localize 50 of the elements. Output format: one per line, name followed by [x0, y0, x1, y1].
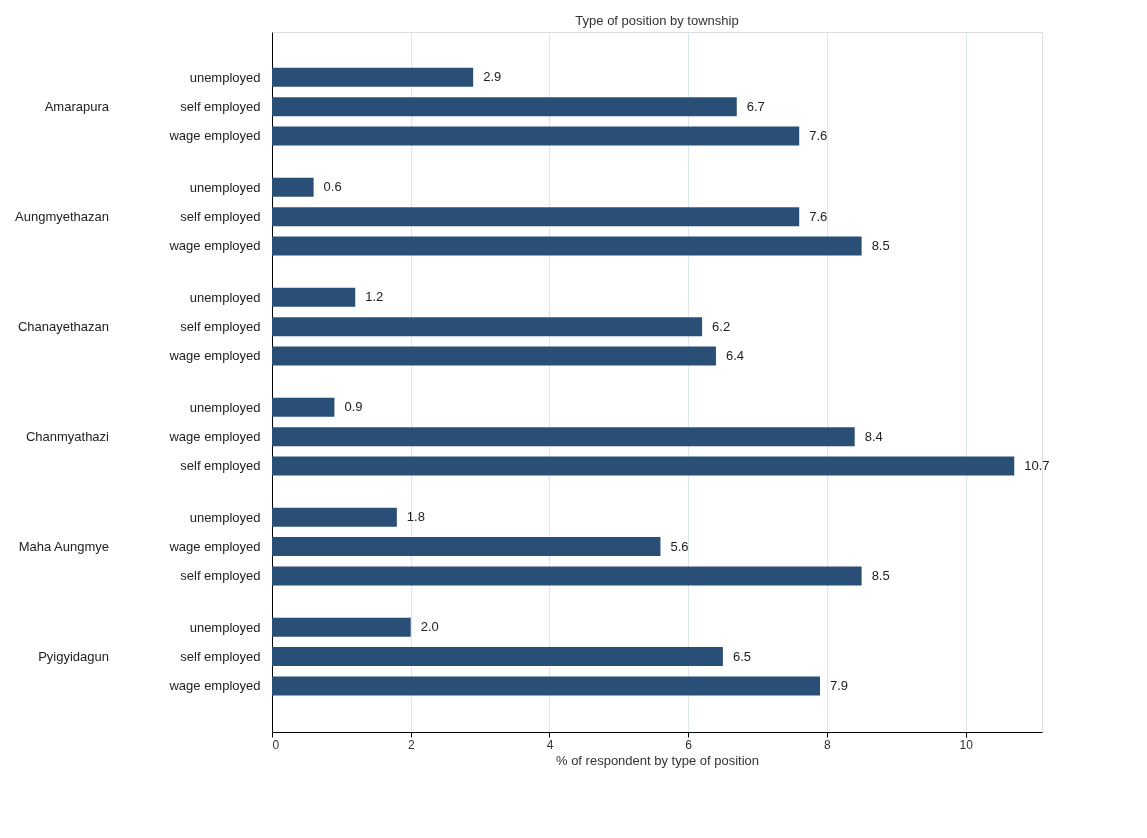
y-tick-label: unemployed [189, 179, 261, 195]
data-label: 2.0 [420, 619, 439, 635]
y-tick-label: unemployed [189, 289, 261, 305]
data-label: 10.7 [1024, 457, 1050, 473]
text: Pyigyidagun [38, 648, 109, 664]
y-tick-label: self employed [180, 319, 261, 335]
chart-title: Type of position by township [575, 13, 739, 28]
data-label: 8.5 [871, 567, 890, 583]
data-label: 6.5 [732, 648, 751, 664]
data-label: 0.9 [344, 399, 363, 415]
x-tick-label: 0 [272, 737, 280, 752]
x-tick-label: 8 [824, 737, 832, 752]
y-tick-label: self employed [180, 99, 261, 115]
text: Maha Aungmye [18, 538, 109, 554]
data-label: 0.6 [323, 179, 342, 195]
x-tick-label: 4 [546, 737, 554, 752]
data-label: 5.6 [670, 538, 689, 554]
data-label: 6.7 [746, 98, 765, 114]
text: Chanayethazan [17, 318, 109, 334]
data-label: 7.6 [809, 208, 828, 224]
data-label: 7.9 [830, 677, 849, 693]
data-label: 6.2 [712, 318, 731, 334]
data-label: 1.2 [365, 289, 384, 305]
data-label: 1.8 [406, 509, 425, 525]
data-label: 2.9 [483, 69, 502, 85]
y-tick-label: self employed [180, 568, 261, 584]
y-tick-label: unemployed [189, 69, 261, 85]
data-label: 8.4 [864, 428, 883, 444]
y-tick-label: wage employed [168, 348, 261, 364]
x-tick-label: 10 [959, 737, 974, 752]
y-tick-label: self employed [180, 649, 261, 665]
x-axis-title: % of respondent by type of position [555, 752, 760, 768]
y-tick-label: wage employed [168, 429, 261, 445]
text: Aungmyethazan [15, 208, 109, 224]
y-tick-label: unemployed [189, 509, 261, 525]
x-tick-label: 2 [407, 737, 415, 752]
y-tick-label: unemployed [189, 619, 261, 635]
text: Chanmyathazi [25, 428, 110, 444]
y-tick-label: unemployed [189, 399, 261, 415]
y-tick-label: wage employed [168, 128, 261, 144]
text: Amarapura [44, 98, 110, 114]
y-tick-label: self employed [180, 209, 261, 225]
data-label: 8.5 [871, 237, 890, 253]
y-tick-label: wage employed [168, 238, 261, 254]
y-tick-label: wage employed [168, 539, 261, 555]
data-label: 7.6 [809, 127, 828, 143]
y-tick-label: wage employed [168, 678, 261, 694]
x-tick-label: 6 [685, 737, 693, 752]
y-tick-label: self employed [180, 458, 261, 474]
data-label: 6.4 [725, 347, 745, 363]
